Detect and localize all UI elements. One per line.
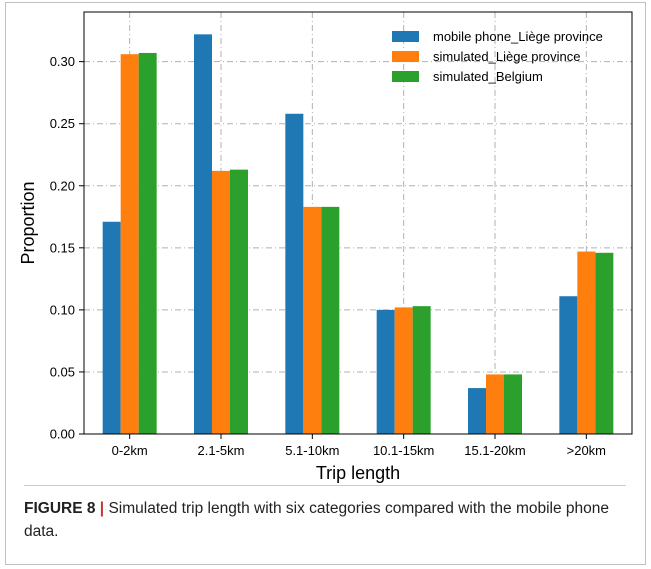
bar [504, 374, 522, 434]
legend-swatch [392, 71, 419, 82]
bar [102, 221, 121, 434]
legend-swatch [392, 51, 419, 62]
bar [303, 206, 322, 434]
x-tick-label: 0-2km [112, 443, 148, 458]
x-tick-label: >20km [567, 443, 606, 458]
caption-label: FIGURE 8 [24, 500, 96, 517]
bars-layer [102, 34, 614, 435]
bar [376, 309, 395, 434]
y-tick-label: 0.05 [50, 364, 75, 379]
y-tick-label: 0.20 [50, 178, 75, 193]
x-tick-label: 15.1-20km [464, 443, 525, 458]
bar [212, 170, 230, 434]
bar [120, 54, 139, 434]
x-axis-title: Trip length [316, 463, 400, 483]
y-tick-label: 0.10 [50, 302, 75, 317]
bar [486, 374, 504, 434]
y-tick-label: 0.25 [50, 116, 75, 131]
x-tick-label: 10.1-15km [373, 443, 434, 458]
x-tick-label: 2.1-5km [198, 443, 245, 458]
bar [285, 113, 304, 434]
legend: mobile phone_Liège province simulated_Liè… [392, 29, 603, 84]
bar [412, 306, 431, 434]
y-axis-title: Proportion [18, 181, 38, 264]
bar [194, 34, 212, 434]
bar [577, 251, 596, 434]
legend-label: simulated_Belgium [433, 69, 543, 84]
figure-caption: FIGURE 8 | Simulated trip length with si… [24, 497, 624, 543]
bar [321, 206, 340, 434]
legend-swatch [392, 31, 419, 42]
ticks-layer: 0.00 0.05 0.10 0.15 0.20 0.25 0.30 0-2km 2.1-5km… [50, 54, 606, 458]
plot-border [83, 11, 633, 435]
y-tick-label: 0.00 [50, 427, 75, 442]
bar [138, 52, 157, 434]
caption-divider [24, 485, 626, 486]
y-tick-label: 0.30 [50, 54, 75, 69]
legend-label: simulated_Liège province [433, 49, 580, 64]
caption-separator: | [95, 500, 109, 517]
grid-layer [84, 12, 632, 435]
caption-text: Simulated trip length with six categorie… [24, 500, 610, 540]
bar [595, 252, 614, 434]
bar-chart: 0.00 0.05 0.10 0.15 0.20 0.25 0.30 0-2km 2.1-5km… [18, 11, 633, 483]
y-tick-label: 0.15 [50, 240, 75, 255]
figure-frame [5, 2, 646, 565]
x-tick-label: 5.1-10km [285, 443, 339, 458]
bar [559, 296, 578, 434]
bar [394, 307, 413, 434]
legend-label: mobile phone_Liège province [433, 29, 603, 44]
bar [468, 388, 486, 434]
bar [230, 169, 248, 435]
